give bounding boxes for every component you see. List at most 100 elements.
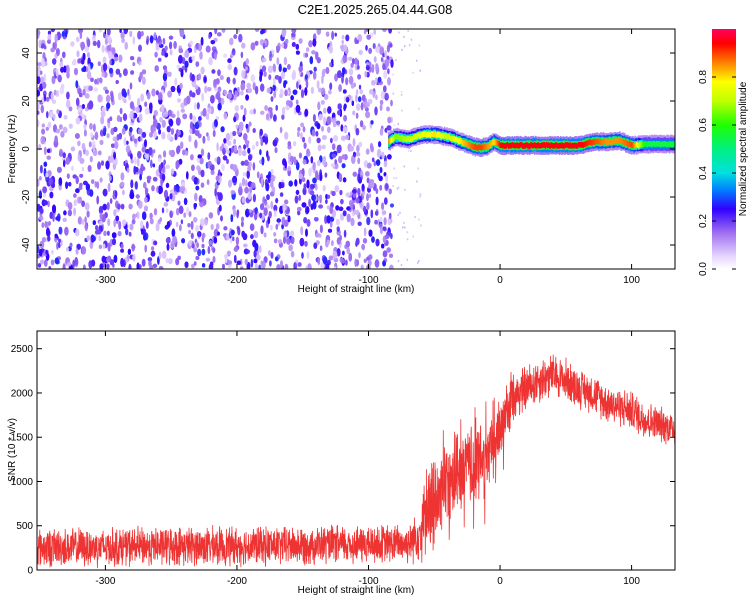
- noise-cell: [205, 257, 211, 262]
- noise-cell: [305, 79, 309, 89]
- noise-cell: [75, 176, 79, 185]
- noise-cell: [396, 187, 399, 190]
- noise-cell: [204, 218, 208, 226]
- noise-cell: [354, 258, 358, 267]
- noise-cell: [76, 50, 80, 58]
- noise-cell: [367, 98, 373, 105]
- noise-cell: [272, 63, 276, 72]
- noise-cell: [81, 104, 85, 109]
- noise-cell: [265, 182, 270, 192]
- noise-cell: [230, 229, 235, 236]
- noise-cell: [49, 211, 54, 219]
- noise-cell: [75, 80, 79, 89]
- noise-cell: [131, 219, 136, 225]
- noise-cell: [144, 244, 147, 253]
- noise-cell: [342, 177, 347, 183]
- noise-cell: [388, 29, 392, 34]
- noise-cell: [418, 260, 420, 263]
- noise-cell: [190, 232, 194, 239]
- noise-cell: [341, 40, 345, 44]
- noise-cell: [352, 138, 356, 147]
- noise-cell: [193, 177, 198, 185]
- noise-cell: [317, 144, 322, 152]
- noise-cell: [118, 92, 122, 101]
- noise-cell: [68, 182, 72, 187]
- noise-cell: [175, 117, 181, 126]
- noise-cell: [383, 85, 387, 93]
- noise-cell: [393, 167, 395, 170]
- noise-cell: [318, 113, 323, 121]
- noise-cell: [255, 254, 261, 261]
- noise-cell: [358, 49, 363, 56]
- noise-cell: [286, 237, 291, 245]
- noise-cell: [309, 56, 313, 65]
- noise-cell: [329, 44, 333, 54]
- noise-cell: [195, 61, 200, 67]
- noise-cell: [62, 152, 66, 159]
- noise-cell: [247, 147, 251, 154]
- noise-cell: [66, 261, 72, 267]
- noise-cell: [236, 210, 239, 219]
- noise-cell: [273, 91, 277, 99]
- noise-cell: [132, 134, 135, 142]
- noise-cell: [120, 172, 125, 181]
- noise-cell: [324, 215, 328, 224]
- noise-cell: [392, 92, 395, 95]
- noise-cell: [244, 159, 249, 166]
- noise-cell: [153, 130, 157, 139]
- noise-cell: [298, 152, 302, 159]
- noise-cell: [308, 40, 313, 48]
- noise-cell: [86, 71, 92, 80]
- noise-cell: [200, 36, 204, 46]
- noise-cell: [355, 237, 360, 245]
- noise-cell: [46, 227, 50, 237]
- noise-cell: [43, 200, 48, 206]
- noise-cell: [107, 218, 111, 227]
- noise-cell: [114, 190, 118, 198]
- noise-cell: [331, 143, 336, 150]
- noise-cell: [50, 92, 54, 101]
- noise-cell: [155, 90, 159, 96]
- noise-cell: [363, 227, 367, 237]
- noise-cell: [222, 263, 225, 269]
- noise-cell: [393, 124, 396, 127]
- noise-cell: [227, 260, 232, 265]
- noise-cell: [345, 134, 350, 140]
- noise-cell: [376, 148, 382, 158]
- noise-cell: [107, 118, 111, 124]
- noise-cell: [107, 155, 112, 164]
- noise-cell: [348, 75, 354, 85]
- noise-cell: [132, 62, 136, 67]
- noise-cell: [355, 89, 359, 95]
- noise-cell: [177, 255, 181, 260]
- noise-cell: [379, 184, 383, 191]
- noise-cell: [385, 174, 388, 183]
- noise-cell: [303, 142, 307, 149]
- noise-cell: [285, 105, 290, 111]
- noise-cell: [317, 101, 321, 111]
- noise-cell: [92, 235, 96, 242]
- noise-cell: [129, 191, 135, 200]
- noise-cell: [295, 99, 299, 105]
- noise-cell: [92, 144, 96, 153]
- noise-cell: [214, 52, 217, 60]
- noise-cell: [66, 91, 70, 100]
- noise-cell: [365, 148, 370, 155]
- noise-cell: [335, 205, 340, 211]
- noise-cell: [291, 32, 296, 38]
- noise-cell: [340, 45, 345, 50]
- noise-cell: [144, 101, 148, 107]
- noise-cell: [179, 29, 185, 38]
- noise-cell: [178, 48, 184, 54]
- noise-cell: [375, 63, 379, 73]
- noise-cell: [220, 98, 225, 105]
- noise-cell: [372, 43, 376, 49]
- noise-cell: [37, 67, 41, 72]
- noise-cell: [78, 185, 83, 191]
- noise-cell: [362, 238, 368, 244]
- noise-cell: [99, 212, 103, 220]
- noise-cell: [283, 56, 287, 66]
- noise-cell: [386, 247, 392, 253]
- noise-cell: [258, 264, 261, 269]
